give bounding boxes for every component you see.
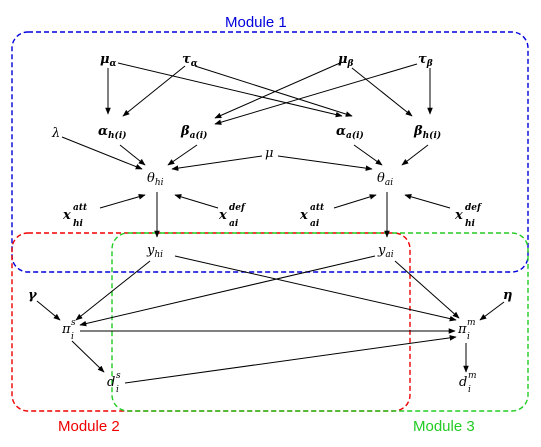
node-x-att-ai: x att ai [299, 203, 325, 229]
edge-y-hi-to-pi-s [75, 260, 151, 321]
node-alpha-ai: αa(i) [336, 124, 364, 141]
edge-tau-alpha-to-alpha-hi [122, 65, 186, 117]
node-y-ai: yai [377, 243, 394, 260]
edge-beta-ai-to-theta-hi [167, 144, 198, 166]
node-pi-m: πm i [457, 318, 476, 342]
node-d-m: dm i [459, 371, 477, 395]
module-3-box [111, 232, 529, 412]
node-x-def-hi: x def hi [454, 203, 483, 229]
node-beta-ai: βa(i) [180, 124, 207, 141]
node-alpha-hi: αh(i) [98, 124, 127, 141]
edge-y-hi-to-pi-m [174, 255, 457, 322]
edge-mu-beta-to-beta-ai [214, 62, 341, 119]
edge-alpha-hi-to-theta-hi [119, 144, 146, 166]
node-theta-ai: θai [377, 171, 393, 188]
edge-x-att-hi-to-theta-hi [99, 194, 146, 209]
edge-mu-to-theta-hi [171, 155, 263, 171]
module-1-box [11, 31, 529, 273]
module-2-label: Module 2 [58, 418, 120, 435]
node-mu-alpha: μα [100, 52, 117, 69]
edge-eta-to-pi-m [479, 301, 505, 321]
edge-x-def-ai-to-theta-hi [174, 194, 219, 209]
node-y-hi: yhi [146, 243, 163, 260]
node-pi-s: πs i [61, 318, 76, 342]
node-x-def-ai: x def ai [218, 203, 247, 229]
module-3-label: Module 3 [413, 418, 475, 435]
node-mu-beta: μβ [338, 52, 354, 69]
node-x-att-hi: x att hi [62, 203, 88, 229]
nodes: μα τα μβ τβ αh(i) βa(i) αa(i) βh(i) λ μ … [28, 52, 512, 395]
edge-x-def-hi-to-theta-ai [404, 194, 451, 209]
edge-lambda-to-theta-hi [61, 136, 143, 170]
node-d-s: ds i [107, 371, 121, 395]
edge-y-ai-to-pi-s [79, 255, 376, 327]
edge-y-ai-to-pi-m [394, 260, 460, 319]
edge-x-att-ai-to-theta-ai [333, 194, 377, 209]
node-beta-hi: βh(i) [413, 124, 441, 141]
edge-alpha-ai-to-theta-ai [353, 144, 383, 166]
edge-tau-beta-to-beta-ai [214, 63, 418, 125]
node-lambda: λ [51, 126, 60, 141]
edge-d-s-to-pi-m [124, 335, 457, 384]
edge-mu-to-theta-ai [277, 155, 373, 171]
node-tau-beta: τβ [418, 52, 433, 69]
node-mu: μ [265, 146, 273, 161]
edge-pi-s-to-d-s [71, 340, 105, 373]
node-eta: η [503, 288, 512, 303]
edge-gamma-to-pi-s [36, 300, 61, 321]
edges [36, 62, 505, 384]
node-gamma: γ [28, 288, 38, 303]
node-tau-alpha: τα [182, 52, 198, 69]
node-theta-hi: θhi [147, 171, 164, 188]
edge-mu-alpha-to-alpha-ai [117, 62, 343, 118]
edge-beta-hi-to-theta-ai [401, 144, 429, 166]
edge-tau-alpha-to-alpha-ai [194, 65, 353, 117]
edge-mu-beta-to-beta-hi [351, 67, 413, 117]
module-1-label: Module 1 [225, 14, 287, 31]
